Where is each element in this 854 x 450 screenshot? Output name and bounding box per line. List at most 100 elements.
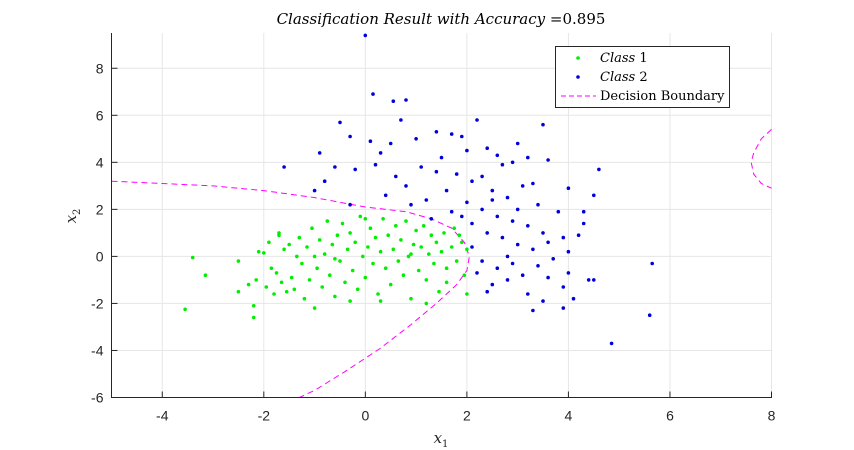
- class2-point: [454, 172, 459, 176]
- class2-point: [449, 209, 454, 214]
- class2-point: [419, 165, 424, 169]
- class1-point: [236, 289, 241, 294]
- class1-point: [203, 273, 208, 278]
- class2-point: [282, 165, 286, 169]
- class2-point: [581, 209, 586, 214]
- class1-point: [315, 266, 319, 271]
- class2-point: [546, 240, 550, 245]
- class1-point: [394, 224, 398, 228]
- class1-point: [284, 289, 289, 294]
- class2-point: [460, 134, 464, 139]
- legend-class1-label: Class 1: [600, 51, 648, 66]
- class2-point: [434, 130, 439, 134]
- class1-point: [439, 249, 444, 254]
- class1-point: [289, 275, 294, 280]
- class1-point: [396, 259, 401, 263]
- class1-point: [409, 296, 413, 301]
- class1-point: [399, 238, 403, 242]
- class2-point: [378, 151, 383, 155]
- class1-point: [421, 224, 426, 228]
- class1-point: [246, 282, 251, 287]
- class1-point: [449, 245, 454, 249]
- class2-point: [399, 118, 403, 122]
- class1-point: [297, 235, 302, 240]
- class1-point: [381, 217, 385, 221]
- class2-point: [470, 245, 474, 249]
- class1-point: [345, 247, 350, 252]
- class2-point: [531, 247, 535, 252]
- class2-point: [409, 202, 413, 207]
- class2-point: [510, 261, 515, 266]
- legend: Class 1 Class 2 Decision Boundary: [555, 46, 730, 108]
- class1-point: [429, 233, 434, 237]
- class1-point: [330, 242, 335, 247]
- class1-point: [282, 247, 286, 252]
- class1-point: [406, 254, 411, 259]
- class2-point: [556, 209, 561, 214]
- class1-point: [317, 238, 322, 242]
- y-axis-label: x2: [62, 209, 83, 224]
- class2-point: [414, 137, 418, 141]
- class2-point: [449, 132, 454, 136]
- class1-point: [287, 242, 292, 247]
- class1-point: [262, 251, 266, 255]
- class1-point: [307, 278, 312, 282]
- class2-point: [348, 134, 352, 139]
- class2-point: [566, 186, 571, 190]
- x-tick-label: 0: [361, 408, 369, 424]
- class1-point: [312, 306, 317, 310]
- class1-point: [386, 233, 391, 237]
- class2-point: [333, 165, 337, 169]
- class1-point: [358, 214, 363, 219]
- class2-point: [368, 139, 373, 143]
- class2-point: [526, 155, 530, 160]
- class1-point: [416, 268, 421, 273]
- class1-point: [427, 252, 431, 256]
- x-tick-label: 6: [666, 408, 674, 424]
- class2-point: [470, 221, 474, 226]
- legend-box: [555, 46, 730, 108]
- chart-title: Classification Result with Accuracy =0.8…: [277, 10, 606, 28]
- class2-point: [429, 217, 434, 221]
- class2-point: [576, 233, 581, 237]
- class1-point: [363, 217, 368, 221]
- class2-point: [495, 153, 500, 158]
- class2-point: [526, 292, 530, 296]
- class2-point: [520, 273, 525, 278]
- class1-point: [251, 315, 256, 320]
- class2-point: [490, 198, 495, 202]
- y-tick-label: -6: [91, 390, 104, 406]
- x-tick-label: 2: [463, 408, 471, 424]
- legend-class2-marker: [576, 75, 580, 79]
- class1-point: [338, 259, 342, 263]
- class2-point: [490, 282, 495, 287]
- class1-point: [462, 273, 467, 278]
- class1-point: [388, 282, 393, 287]
- class1-point: [368, 226, 373, 230]
- class1-point: [343, 280, 347, 285]
- class2-point: [490, 188, 495, 193]
- class1-point: [419, 245, 424, 249]
- class2-point: [531, 181, 535, 186]
- class1-point: [190, 255, 195, 260]
- class1-point: [348, 299, 352, 303]
- x-axis-label: x1: [434, 429, 449, 450]
- class2-point: [470, 179, 474, 183]
- class2-point: [510, 160, 515, 165]
- class1-point: [355, 287, 360, 292]
- class2-point: [541, 122, 545, 127]
- class2-point: [465, 148, 469, 153]
- class2-point: [353, 167, 358, 172]
- class1-point: [444, 266, 449, 271]
- class2-point: [495, 214, 500, 219]
- class1-point: [322, 252, 327, 256]
- class1-point: [452, 226, 457, 230]
- class2-point: [475, 271, 479, 275]
- class2-point: [592, 193, 596, 198]
- legend-class1-marker: [576, 56, 580, 60]
- boundary-curve-main: [111, 180, 470, 398]
- class1-point: [353, 240, 358, 245]
- class2-point: [404, 98, 408, 102]
- class1-point: [371, 261, 375, 266]
- class2-point: [480, 174, 484, 179]
